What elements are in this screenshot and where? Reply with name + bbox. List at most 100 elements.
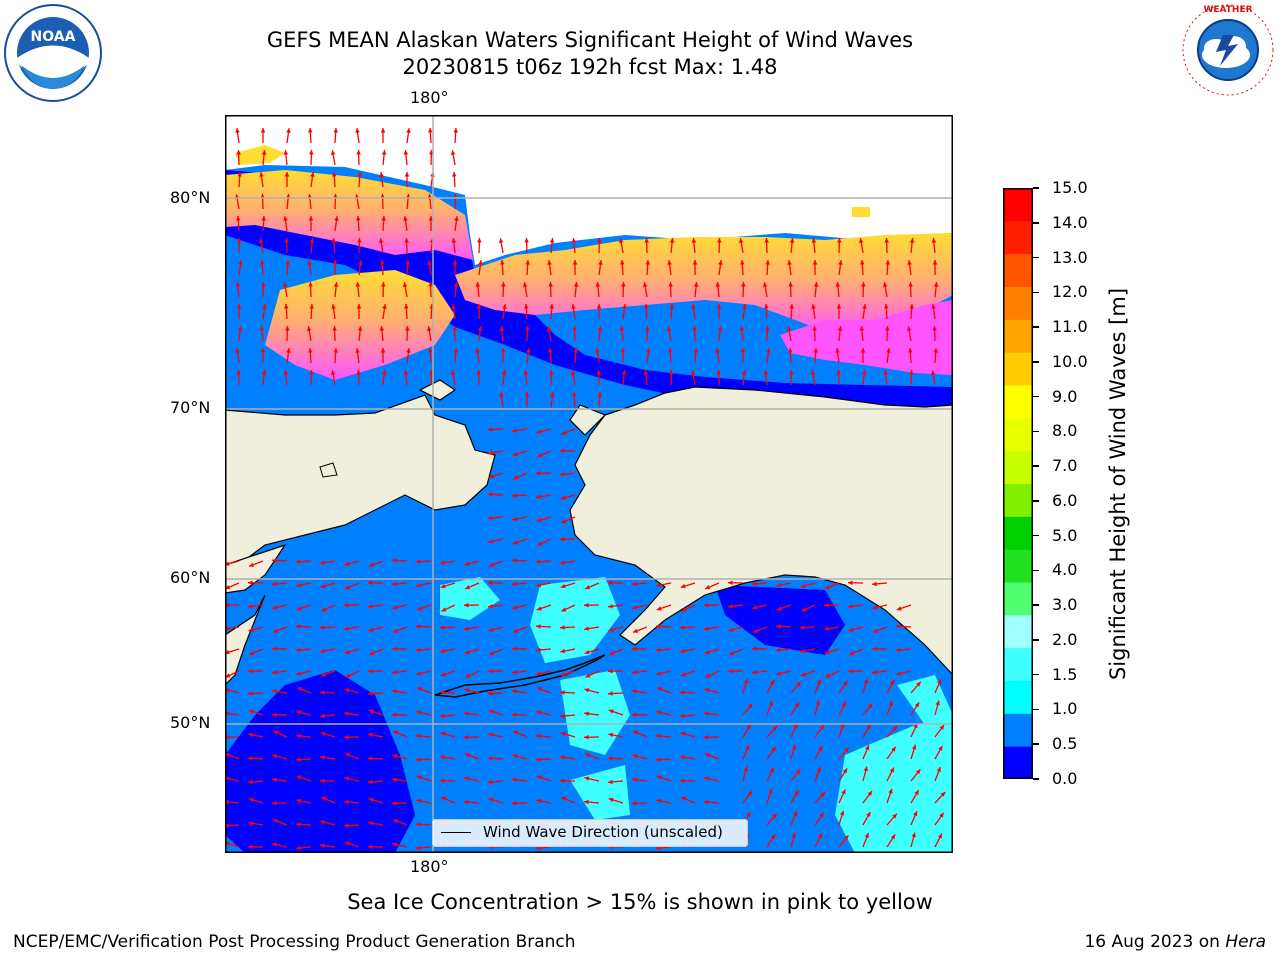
wave-arrow-head [933, 282, 939, 287]
wave-arrow-head [813, 282, 819, 287]
wave-arrow-head [561, 796, 567, 801]
wave-arrow-head [512, 428, 517, 433]
wave-arrow-head [860, 260, 865, 265]
wave-arrow-head [933, 348, 938, 353]
wave-arrow-head [816, 767, 821, 772]
wave-arrow-head [451, 304, 456, 309]
wave-arrow-head [272, 558, 277, 563]
wave-arrow-head [296, 559, 301, 564]
wave-arrow-head [863, 678, 869, 684]
wave-arrow-head [931, 238, 937, 243]
wave-arrow-head [598, 260, 603, 265]
wave-arrow-head [930, 370, 936, 375]
wave-arrow-head [536, 757, 541, 762]
sea-ice-note: Sea Ice Concentration > 15% is shown in … [347, 890, 933, 914]
wave-arrow-head [488, 756, 493, 761]
wave-arrow-head [932, 326, 937, 331]
wave-arrow-head [320, 731, 326, 737]
wave-arrow-head [345, 753, 350, 758]
wave-arrow-head [334, 216, 339, 221]
wave-arrow-head [476, 370, 481, 375]
wave-arrow-head [937, 833, 942, 839]
wave-arrow-head [752, 670, 757, 675]
wave-arrow-head [225, 602, 229, 608]
wave-arrow-head [464, 561, 470, 566]
wave-arrow-head [537, 453, 543, 458]
wave-arrow-head [884, 238, 889, 243]
wave-arrow-head [477, 238, 482, 243]
wave-arrow-head [915, 769, 921, 775]
wave-arrow-head [738, 238, 744, 243]
wave-arrow-head [381, 370, 387, 375]
wave-arrow-head [499, 326, 505, 331]
wave-arrow-head [936, 767, 941, 772]
wave-arrow-head [716, 370, 721, 375]
wave-arrow-head [752, 646, 757, 652]
wave-arrow-head [357, 238, 362, 243]
wave-arrow-head [488, 797, 494, 803]
wave-arrow-head [740, 348, 746, 353]
wave-arrow-head [801, 607, 807, 612]
aleutian-islands [434, 654, 606, 698]
wave-arrow-head [560, 495, 566, 500]
wave-arrow-head [248, 797, 254, 803]
wave-arrow-head [680, 625, 685, 630]
wave-arrow-head [911, 744, 917, 750]
wave-arrow-head [935, 700, 940, 706]
wave-arrow-head [392, 754, 398, 759]
wave-arrow-head [416, 647, 421, 653]
wave-arrow-head [644, 238, 649, 243]
wave-arrow-head [296, 671, 302, 676]
wave-arrow-head [416, 845, 421, 851]
wave-arrow-head [585, 673, 591, 678]
wave-arrow-head [380, 128, 386, 133]
wave-arrow-head [236, 304, 242, 309]
wave-arrow-head [632, 605, 638, 610]
wave-arrow-head [791, 744, 797, 750]
wave-arrow-head [272, 777, 277, 782]
wave-arrow-head [262, 304, 267, 309]
wave-arrow-head [498, 238, 504, 243]
wave-arrow-head [236, 370, 241, 375]
wave-arrow-head [572, 260, 578, 265]
wave-arrow-head [357, 326, 363, 331]
wave-arrow-head [776, 671, 782, 676]
wave-arrow-head [522, 282, 528, 287]
wave-arrow-head [571, 304, 576, 309]
wave-arrow-head [261, 216, 266, 221]
wave-arrow-head [440, 648, 446, 654]
wave-arrow-head [464, 649, 470, 655]
wave-arrow-head [656, 757, 661, 762]
wave-arrow-head [512, 800, 517, 806]
wave-arrow-head [488, 580, 493, 586]
wave-arrow-head [867, 791, 872, 796]
colorbar-tick-label: 7.0 [1052, 456, 1078, 476]
wave-arrow-head [536, 624, 541, 629]
land-kamchatka-north [225, 543, 287, 594]
wave-arrow-head [680, 713, 685, 719]
wave-arrow-head [440, 625, 445, 630]
wave-arrow-head [841, 701, 846, 707]
wave-arrow-head [764, 304, 769, 309]
wave-arrow-head [690, 370, 696, 375]
wave-arrow-head [331, 238, 337, 243]
wave-arrow-head [345, 585, 351, 590]
wave-arrow-head [596, 304, 602, 309]
wave-arrow-head [819, 725, 824, 730]
wave-arrow-head [800, 625, 805, 630]
wave-arrow-head [597, 392, 602, 397]
lon-label-top: 180° [410, 88, 449, 107]
wave-arrow-head [632, 689, 637, 694]
wave-arrow-head [378, 238, 384, 243]
colorbar-tick-label: 14.0 [1052, 212, 1088, 232]
wave-arrow-head [237, 326, 243, 331]
wave-arrow-head [273, 819, 278, 824]
wave-arrow-head [776, 582, 782, 588]
wave-arrow-head [595, 348, 600, 353]
wave-arrow-head [416, 671, 422, 676]
wave-arrow-head [369, 651, 375, 656]
colorbar-tick-label: 13.0 [1052, 247, 1088, 267]
wave-arrow-head [392, 581, 397, 587]
wave-arrow-head [296, 606, 302, 611]
wave-arrow-head [728, 580, 733, 586]
